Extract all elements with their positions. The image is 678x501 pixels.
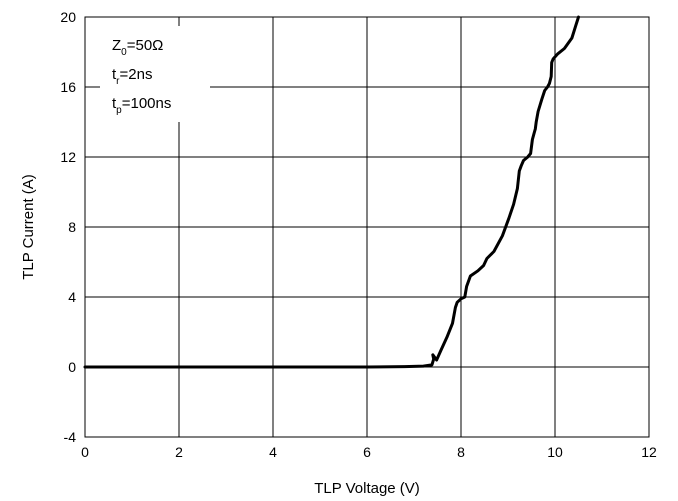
y-tick-label: 20 [60,9,76,25]
y-tick-label: 4 [68,289,76,305]
y-tick-label: 0 [68,359,76,375]
x-tick-label: 2 [175,444,183,460]
y-tick-label: 16 [60,79,76,95]
annotation-impedance: Z0=50Ω [112,37,163,58]
iv-curve-line [83,15,580,369]
x-tick-label: 6 [363,444,371,460]
y-tick-label: 12 [60,149,76,165]
y-tick-label: -4 [64,429,77,445]
y-axis-label: TLP Current (A) [20,174,37,280]
x-tick-label: 4 [269,444,277,460]
plot-frame [84,16,650,438]
y-tick-label: 8 [68,219,76,235]
x-tick-label: 0 [81,444,89,460]
x-axis-ticks: 0 2 4 6 8 10 12 [81,444,657,460]
x-tick-label: 10 [547,444,563,460]
x-axis-label: TLP Voltage (V) [314,480,420,497]
y-axis-ticks: -4 0 4 8 12 16 20 [60,9,76,445]
annotation-box [100,26,210,122]
x-tick-label: 12 [641,444,657,460]
x-tick-label: 8 [457,444,465,460]
annotation-rise-time: tr=2ns [112,66,152,87]
annotation-pulse-width: tp=100ns [112,95,171,116]
